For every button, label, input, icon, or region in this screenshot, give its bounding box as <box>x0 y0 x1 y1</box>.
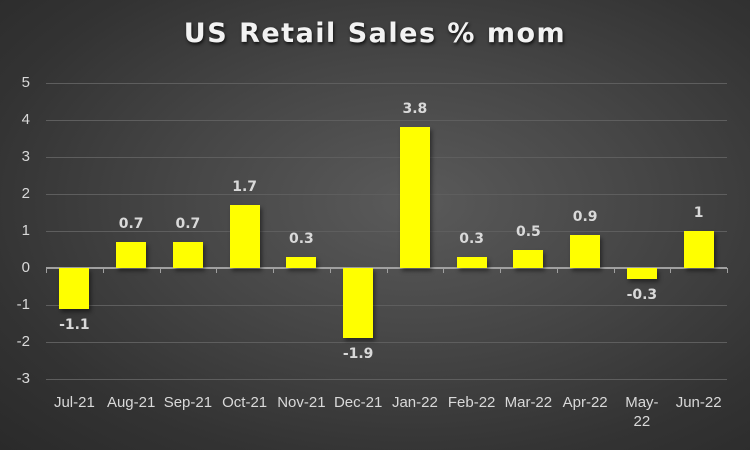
gridline <box>46 157 727 158</box>
data-label: 1.7 <box>232 179 258 196</box>
y-tick-label: 4 <box>21 111 30 128</box>
x-tick-label: Sep-21 <box>163 394 213 411</box>
x-axis-tick <box>216 268 218 273</box>
x-axis-tick <box>273 268 274 273</box>
data-label: 0.5 <box>515 223 541 240</box>
x-tick-label: Nov-21 <box>277 394 326 411</box>
x-axis-tick <box>613 268 615 273</box>
bar-jan-22 <box>399 127 430 268</box>
data-label: 3.8 <box>402 101 428 118</box>
x-tick-label: Aug-21 <box>106 394 156 411</box>
data-label: -1.1 <box>59 316 90 333</box>
x-axis-tick <box>443 268 445 273</box>
x-axis-tick <box>46 268 47 273</box>
x-tick-label: Dec-21 <box>333 394 383 411</box>
bar-apr-22 <box>570 234 601 268</box>
x-tick-label: Jun-22 <box>675 394 722 411</box>
bar-oct-21 <box>229 205 260 268</box>
data-label: -1.9 <box>342 346 374 363</box>
bar-feb-22 <box>456 256 487 268</box>
x-tick-label: Feb-22 <box>447 394 496 411</box>
data-label: -0.3 <box>626 287 658 304</box>
chart-title: US Retail Sales % mom <box>183 18 567 49</box>
x-axis-tick <box>102 268 104 273</box>
bar-nov-21 <box>286 256 317 268</box>
x-axis-tick <box>727 268 728 273</box>
x-axis-tick <box>556 268 558 273</box>
y-tick-label: 5 <box>21 74 30 91</box>
data-label: 0.3 <box>459 230 485 247</box>
data-label: 0.3 <box>288 230 314 247</box>
x-tick-label: Apr-22 <box>562 394 608 411</box>
gridline <box>46 83 727 84</box>
bar-jul-21 <box>59 268 90 309</box>
x-tick-label: May-22 <box>625 394 659 430</box>
x-tick-label: Mar-22 <box>504 394 553 411</box>
bar-sep-21 <box>172 242 203 268</box>
gridline <box>46 342 727 343</box>
data-label: 1 <box>693 205 704 221</box>
y-tick-label: 1 <box>21 222 30 239</box>
x-axis-tick <box>329 268 331 273</box>
x-tick-label: Jul-21 <box>53 394 95 411</box>
bar-aug-21 <box>116 242 147 268</box>
data-label: 0.9 <box>572 208 598 225</box>
data-label: 0.7 <box>118 216 144 233</box>
x-axis-tick <box>159 268 161 273</box>
gridline <box>46 194 727 195</box>
y-tick-label: -3 <box>16 370 30 387</box>
bar-jun-22 <box>683 231 714 268</box>
y-tick-label: -2 <box>16 333 30 350</box>
x-tick-label: Oct-21 <box>222 394 268 411</box>
x-tick-label: Jan-22 <box>391 394 438 411</box>
bar-mar-22 <box>513 249 544 268</box>
gridline <box>46 305 727 306</box>
bar-may-22 <box>626 268 657 280</box>
x-axis-tick <box>500 268 501 273</box>
y-tick-label: 2 <box>21 185 30 202</box>
y-tick-label: 3 <box>21 148 30 165</box>
gridline <box>46 231 727 232</box>
y-tick-label: -1 <box>16 296 30 313</box>
bar-dec-21 <box>343 268 374 339</box>
x-axis-tick <box>386 268 388 273</box>
gridline <box>46 379 727 380</box>
gridline <box>46 120 727 121</box>
x-axis-tick <box>670 268 672 273</box>
data-label: 0.7 <box>175 216 201 233</box>
y-tick-label: 0 <box>21 259 30 276</box>
